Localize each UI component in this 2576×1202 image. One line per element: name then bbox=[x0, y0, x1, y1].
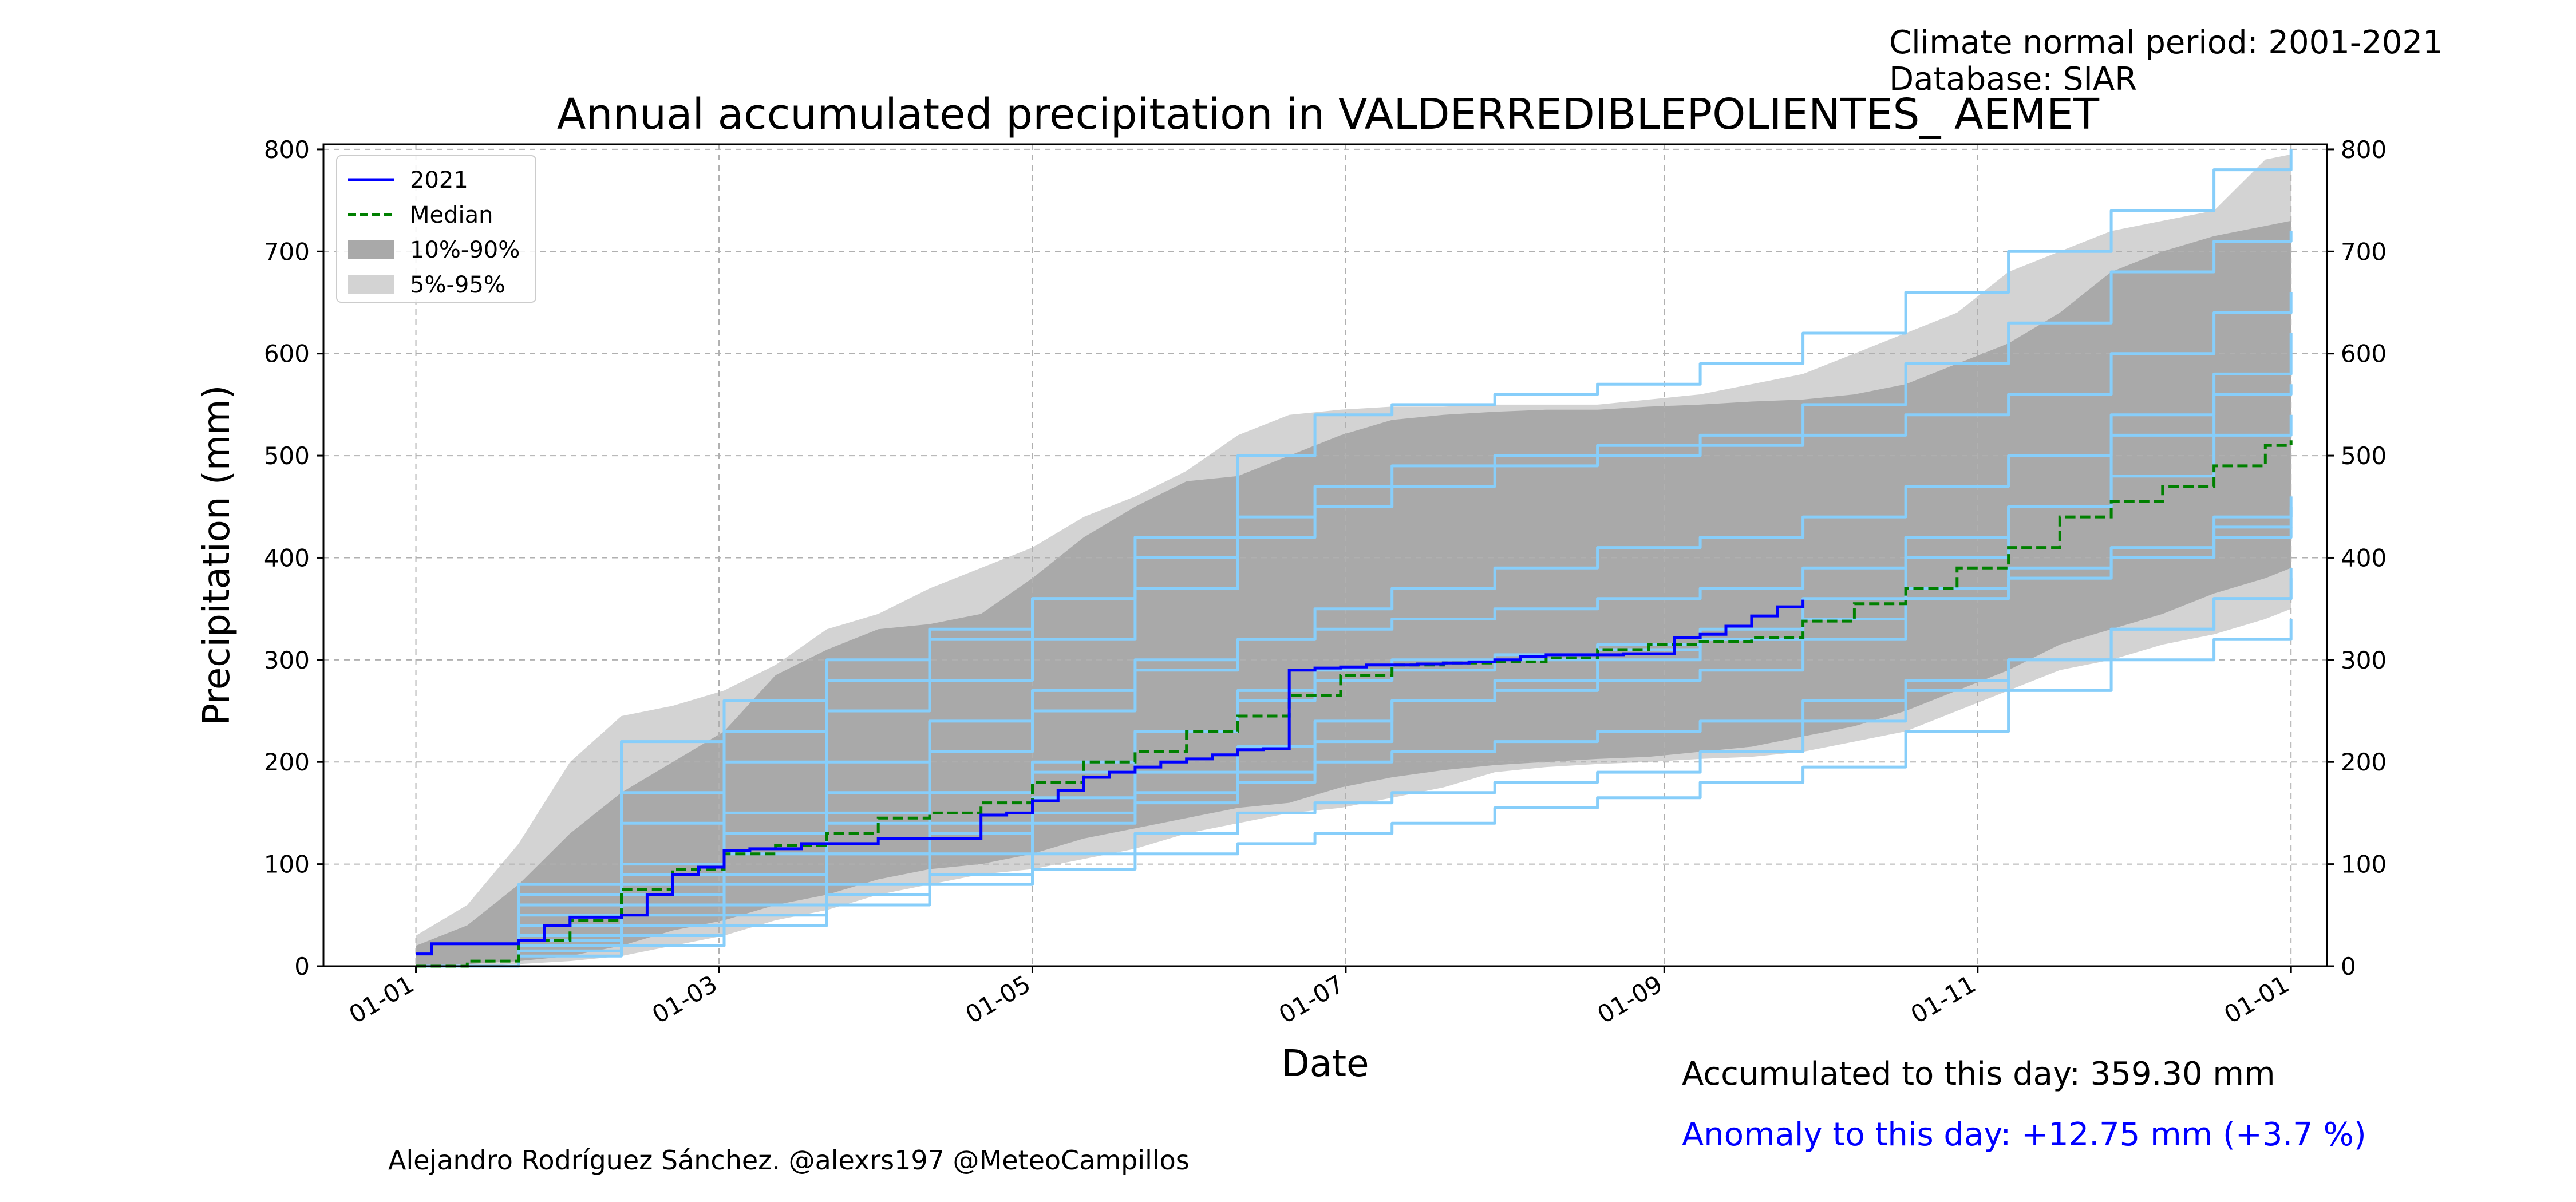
y-tick-label-right: 500 bbox=[2341, 442, 2387, 470]
y-tick-label-right: 400 bbox=[2341, 544, 2387, 572]
legend-label: Median bbox=[410, 202, 493, 228]
x-tick-label: 01-07 bbox=[1274, 970, 1349, 1029]
y-tick-label-right: 100 bbox=[2341, 851, 2387, 879]
plot-frame bbox=[322, 143, 2328, 967]
y-tick-label-right: 800 bbox=[2341, 136, 2387, 164]
median-line bbox=[416, 440, 2293, 968]
y-tick-label-left: 0 bbox=[294, 952, 310, 980]
legend-label: 10%-90% bbox=[410, 237, 520, 263]
legend-label: 5%-95% bbox=[410, 272, 505, 298]
database-text: Database: SIAR bbox=[1889, 61, 2138, 98]
y-tick-label-right: 0 bbox=[2341, 952, 2356, 980]
y-tick-label-right: 200 bbox=[2341, 748, 2387, 776]
x-axis-label: Date bbox=[1282, 1043, 1369, 1085]
historical-year-line bbox=[416, 568, 2293, 968]
y-tick-label-left: 800 bbox=[264, 136, 310, 164]
x-tick-label: 01-09 bbox=[1593, 970, 1667, 1029]
y-tick-label-left: 200 bbox=[264, 748, 310, 776]
current-year-line bbox=[416, 599, 1805, 956]
chart-title: Annual accumulated precipitation in VALD… bbox=[557, 90, 2100, 139]
y-tick-label-left: 400 bbox=[264, 544, 310, 572]
y-tick-label-right: 700 bbox=[2341, 238, 2387, 266]
band-10-90 bbox=[416, 220, 2291, 966]
y-tick-label-left: 700 bbox=[264, 238, 310, 266]
legend: 2021 Median 10%-90% 5%-95% bbox=[336, 155, 536, 303]
historical-year-line bbox=[416, 292, 2293, 968]
x-tick-label: 01-05 bbox=[961, 970, 1035, 1029]
y-axis-label: Precipitation (mm) bbox=[196, 385, 238, 726]
y-tick-label-left: 600 bbox=[264, 340, 310, 368]
x-tick-label: 01-11 bbox=[1906, 970, 1981, 1029]
historical-year-line bbox=[416, 384, 2293, 968]
legend-swatch bbox=[348, 275, 394, 294]
legend-box bbox=[336, 155, 536, 303]
legend-label: 2021 bbox=[410, 167, 468, 193]
historical-year-line bbox=[416, 149, 2293, 968]
x-tick-label: 01-01 bbox=[344, 970, 418, 1029]
y-tick-label-left: 500 bbox=[264, 442, 310, 470]
y-tick-label-right: 600 bbox=[2341, 340, 2387, 368]
y-tick-label-right: 300 bbox=[2341, 646, 2387, 674]
climate-period-text: Climate normal period: 2001-2021 bbox=[1889, 24, 2443, 61]
accumulated-text: Accumulated to this day: 359.30 mm bbox=[1682, 1055, 2275, 1093]
y-tick-label-left: 300 bbox=[264, 646, 310, 674]
plot-area: 0 0 100 100 200 200 300 300 400 400 500 500 600 600 70… bbox=[264, 136, 2387, 1029]
anomaly-text: Anomaly to this day: +12.75 mm (+3.7 %) bbox=[1682, 1116, 2366, 1153]
historical-year-line bbox=[416, 619, 2293, 968]
historical-year-line bbox=[416, 231, 2293, 968]
x-tick-label: 01-01 bbox=[2219, 970, 2294, 1029]
legend-swatch bbox=[348, 240, 394, 259]
historical-year-line bbox=[416, 496, 2293, 968]
author-credit: Alejandro Rodríguez Sánchez. @alexrs197 … bbox=[388, 1145, 1190, 1176]
y-tick-label-left: 100 bbox=[264, 851, 310, 879]
x-tick-label: 01-03 bbox=[647, 970, 722, 1029]
